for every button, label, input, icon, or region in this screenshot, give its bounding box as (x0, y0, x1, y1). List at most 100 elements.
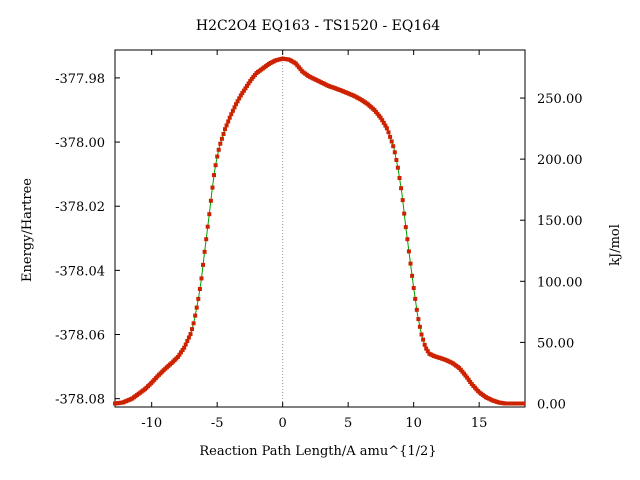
data-point (218, 141, 223, 146)
data-point (179, 350, 183, 355)
y-tick-label: -378.04 (55, 264, 105, 279)
data-point (417, 324, 422, 329)
data-point (521, 401, 526, 406)
y-axis-label: Energy/Hartree (20, 178, 35, 282)
data-point (226, 119, 231, 124)
data-point (383, 123, 388, 128)
data-point (422, 342, 427, 347)
data-point (234, 102, 238, 107)
data-point (210, 185, 215, 190)
data-point (406, 249, 411, 254)
x-tick-label: 15 (471, 416, 488, 431)
data-point (205, 224, 210, 229)
x-axis-label: Reaction Path Length/A amu^{1/2} (199, 444, 436, 459)
data-point (202, 249, 207, 254)
y-tick-label: -378.08 (55, 393, 105, 408)
data-point (466, 377, 471, 382)
data-point (186, 335, 191, 340)
data-point (180, 348, 185, 352)
data-point (175, 355, 180, 359)
data-point (421, 337, 426, 342)
data-point (191, 321, 196, 326)
data-point (381, 120, 386, 125)
data-point (378, 115, 383, 120)
data-point (193, 313, 198, 318)
x-tick-label: -5 (211, 416, 224, 431)
data-point (425, 349, 430, 354)
y2-axis-label: kJ/mol (608, 224, 623, 266)
data-point (400, 198, 405, 203)
data-point (177, 352, 182, 357)
data-point (223, 127, 227, 132)
data-point (241, 88, 246, 93)
y-tick-label: -378.06 (55, 329, 105, 344)
y2-tick-label: 0.00 (537, 397, 566, 412)
y-tick-label: -378.02 (55, 200, 105, 215)
plot-area: -10 -5 0 5 10 15 -377.98 -378.00 -378.02 -378.04… (55, 49, 583, 431)
data-point (190, 327, 194, 332)
data-point (227, 115, 232, 120)
data-point (221, 132, 226, 136)
data-point (196, 296, 201, 301)
data-point (201, 262, 205, 267)
data-point (232, 105, 237, 110)
data-point (243, 86, 248, 91)
data-point (204, 237, 209, 242)
data-points (113, 56, 526, 406)
data-point (240, 91, 245, 96)
data-point (212, 173, 216, 178)
y2-tick-label: 150.00 (537, 214, 583, 229)
data-point (230, 108, 235, 113)
data-point (248, 79, 253, 84)
data-point (414, 307, 419, 312)
data-point (405, 237, 410, 242)
data-point (208, 198, 213, 203)
data-point (182, 345, 187, 350)
data-point (419, 332, 424, 337)
y-tick-label: -378.00 (55, 136, 105, 151)
data-point (246, 81, 251, 86)
data-point (392, 150, 397, 155)
data-point (403, 225, 408, 230)
y-tick-label: -377.98 (55, 72, 105, 87)
data-point (235, 99, 240, 104)
data-point (237, 96, 242, 101)
data-point (395, 165, 400, 170)
y2-tick-label: 200.00 (537, 153, 583, 168)
data-point (199, 276, 204, 281)
data-point (410, 273, 415, 278)
data-point (465, 375, 470, 380)
data-point (238, 93, 243, 98)
data-point (411, 286, 416, 290)
data-point (413, 296, 418, 301)
x-tick-label: -10 (141, 416, 162, 431)
data-point (388, 134, 393, 139)
data-point (384, 126, 389, 131)
energy-curve (114, 58, 525, 404)
data-point (386, 130, 391, 135)
x-axis-ticks: -10 -5 0 5 10 15 (141, 50, 487, 431)
data-point (216, 147, 221, 152)
x-tick-label: 10 (405, 416, 422, 431)
x-tick-label: 0 (279, 416, 287, 431)
data-point (380, 118, 385, 123)
data-point (408, 261, 413, 266)
y2-tick-label: 100.00 (537, 275, 583, 290)
data-point (207, 212, 212, 217)
data-point (424, 346, 429, 351)
data-point (399, 186, 404, 191)
data-point (215, 154, 220, 159)
data-point (229, 112, 234, 117)
data-point (224, 123, 229, 128)
data-point (416, 317, 421, 322)
data-point (183, 342, 188, 347)
data-point (397, 176, 402, 180)
data-point (468, 380, 473, 384)
y2-tick-label: 250.00 (537, 92, 583, 107)
data-point (185, 339, 190, 343)
data-point (389, 139, 394, 144)
data-point (402, 211, 407, 216)
y2-axis-ticks: 0.00 50.00 100.00 150.00 200.00 250.00 (520, 92, 583, 412)
data-point (188, 332, 193, 337)
